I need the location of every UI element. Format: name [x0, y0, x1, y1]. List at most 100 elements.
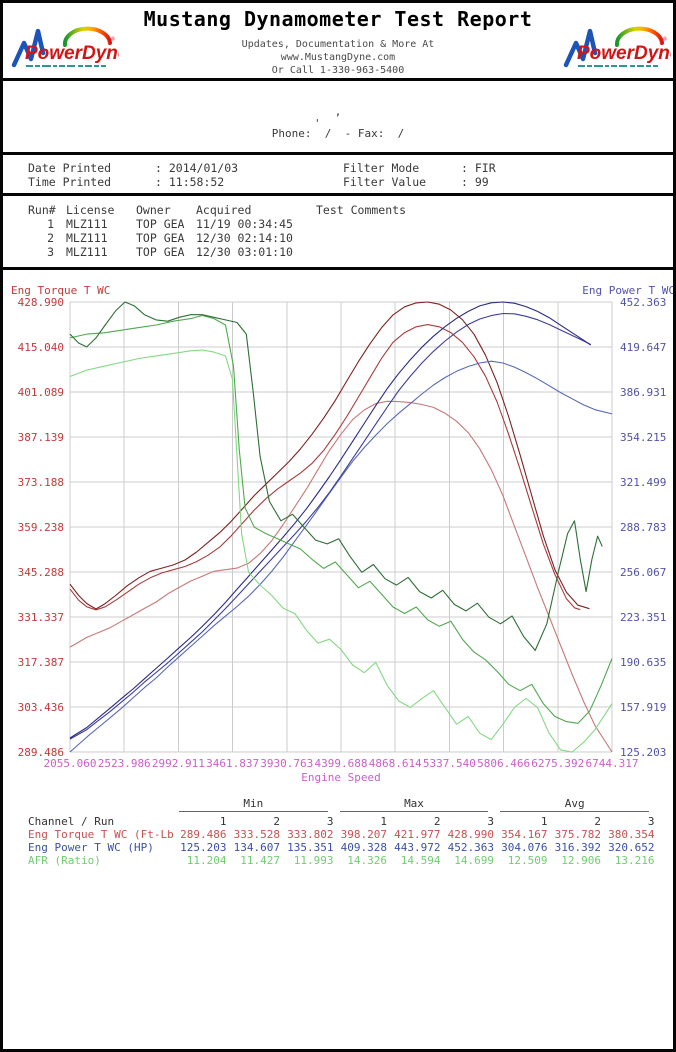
powerdyne-logo-left: PowerDyne ®	[11, 26, 119, 68]
customer-phone-fax-line: Phone: / - Fax: /	[271, 127, 405, 140]
run-acquired: 12/30 03:01:10	[196, 245, 293, 259]
engine-speed-tick-label: 6744.317	[586, 757, 639, 770]
stat-value: 428.990	[447, 828, 494, 841]
torque-tick-label: 415.040	[18, 341, 64, 354]
channel-label: Eng Power T WC (HP)	[28, 841, 154, 854]
power-tick-label: 157.919	[620, 701, 666, 714]
torque-tick-label: 373.188	[18, 476, 64, 489]
stats-run-number: 1	[540, 815, 548, 828]
stats-run-number: 1	[380, 815, 387, 828]
run-license: MLZ111	[66, 231, 108, 245]
date-printed-value: : 2014/01/03	[155, 161, 239, 175]
stats-group-avg: Avg	[500, 797, 650, 812]
stat-value: 452.363	[447, 841, 494, 854]
torque-tick-label: 387.139	[18, 431, 64, 444]
curve-power-run-1	[69, 360, 613, 753]
stat-value: 409.328	[340, 841, 387, 854]
stat-value: 398.207	[340, 828, 387, 841]
run-col-header: License	[66, 203, 115, 217]
stat-value: 14.699	[454, 854, 494, 867]
header-subtitle: Updates, Documentation & More At	[241, 39, 435, 50]
run-number: 2	[47, 231, 54, 245]
engine-speed-tick-label: 6275.392	[531, 757, 584, 770]
stats-table: Min Max Avg Channel / Run 1 2 3 1 2 3 1 2 3 Eng Torqu…	[28, 797, 655, 867]
engine-speed-tick-label: 3930.763	[260, 757, 313, 770]
curve-torque-run-1	[69, 400, 613, 753]
run-license: MLZ111	[66, 217, 108, 231]
engine-speed-tick-label: 4868.614	[369, 757, 422, 770]
report-header: PowerDyne ® PowerDyne ® Mustang Dynamome…	[3, 3, 673, 81]
stat-value: 135.351	[287, 841, 334, 854]
stats-run-number: 2	[433, 815, 441, 828]
stats-run-number: 3	[647, 815, 655, 828]
curve-afr-run-2	[69, 314, 613, 724]
stat-value: 12.906	[561, 854, 601, 867]
stats-run-number: 1	[219, 815, 227, 828]
stat-value: 421.977	[394, 828, 441, 841]
torque-axis-title: Eng Torque T WC	[11, 284, 110, 297]
stat-value: 14.326	[347, 854, 387, 867]
time-printed-value: : 11:58:52	[155, 175, 225, 189]
channel-label: Eng Torque T WC (Ft-Lb	[28, 828, 173, 841]
stats-group-max: Max	[339, 797, 489, 812]
stat-value: 11.204	[186, 854, 227, 867]
engine-speed-tick-label: 3461.837	[206, 757, 259, 770]
torque-tick-label: 331.337	[18, 611, 64, 624]
engine-speed-tick-label: 2992.911	[152, 757, 205, 770]
filter-value-label: Filter Value	[343, 175, 427, 189]
torque-tick-label: 401.089	[18, 386, 64, 399]
stat-value: 316.392	[554, 841, 601, 854]
stats-run-number: 2	[273, 815, 280, 828]
torque-tick-label: 317.387	[18, 656, 64, 669]
curve-afr-run-3	[69, 301, 603, 651]
stat-value: 13.216	[614, 854, 655, 867]
run-owner: TOP GEA	[136, 217, 185, 231]
power-tick-label: 125.203	[620, 746, 666, 759]
stat-value: 304.076	[501, 841, 548, 854]
curve-torque-run-2	[69, 324, 581, 611]
run-license: MLZ111	[66, 245, 108, 259]
power-tick-label: 190.635	[620, 656, 666, 669]
run-table: Run# License Owner Acquired Test Comments 1 ML…	[28, 203, 516, 259]
run-acquired: 11/19 00:34:45	[196, 217, 293, 231]
print-info-box: Date Printed : 2014/01/03 Time Printed :…	[3, 155, 673, 196]
run-col-header: Test Comments	[316, 203, 407, 217]
stat-value: 12.509	[507, 854, 548, 867]
filter-mode-value: : FIR	[461, 161, 496, 175]
torque-tick-label: 289.486	[18, 746, 64, 759]
stat-value: 443.972	[394, 841, 441, 854]
header-website: www.MustangDyne.com	[280, 52, 396, 63]
stat-value: 134.607	[233, 841, 280, 854]
channel-label: AFR (Ratio)	[28, 854, 101, 867]
torque-tick-label: 303.436	[18, 701, 64, 714]
stats-run-number: 3	[487, 815, 494, 828]
power-tick-label: 452.363	[620, 296, 666, 309]
stat-value: 333.528	[233, 828, 280, 841]
torque-tick-label: 345.288	[18, 566, 64, 579]
stats-run-number: 3	[326, 815, 334, 828]
stats-group-min: Min	[179, 797, 328, 812]
power-tick-label: 419.647	[620, 341, 666, 354]
stat-value: 333.802	[287, 828, 334, 841]
run-comments	[316, 231, 516, 245]
engine-speed-tick-label: 2523.986	[98, 757, 151, 770]
stats-run-number: 2	[594, 815, 601, 828]
stat-value: 354.167	[501, 828, 548, 841]
logo-rainbow-arc-icon	[62, 26, 112, 47]
power-tick-label: 354.215	[620, 431, 666, 444]
stat-value: 11.993	[293, 854, 334, 867]
power-tick-label: 288.783	[620, 521, 666, 534]
run-owner: TOP GEA	[136, 245, 185, 259]
engine-speed-tick-label: 5337.540	[423, 757, 476, 770]
customer-mark: '	[314, 117, 321, 130]
curve-torque-run-3	[69, 301, 590, 610]
customer-info-box: , ' Phone: / - Fax: /	[3, 81, 673, 155]
header-phone-number: Or Call 1-330-963-5400	[271, 65, 405, 76]
engine-speed-tick-label: 4399.688	[315, 757, 368, 770]
logo-blue-swoosh-icon	[563, 28, 598, 68]
power-axis-title: Eng Power T WC	[582, 284, 675, 297]
stat-value: 380.354	[608, 828, 655, 841]
time-printed-label: Time Printed	[28, 175, 112, 189]
run-number: 3	[47, 245, 54, 259]
